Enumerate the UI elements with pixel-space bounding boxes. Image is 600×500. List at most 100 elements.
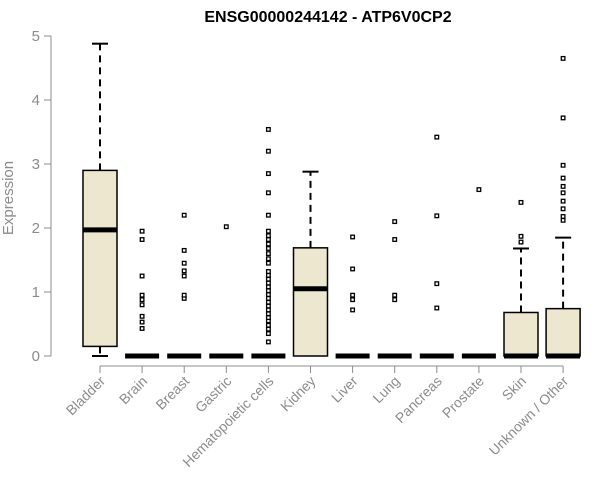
outlier-point bbox=[139, 273, 145, 279]
outlier-point bbox=[265, 322, 271, 328]
outlier-point bbox=[518, 199, 524, 205]
outlier-point bbox=[265, 284, 271, 290]
outlier-point bbox=[518, 239, 524, 245]
outlier-point bbox=[265, 326, 271, 332]
y-tick-label: 2 bbox=[32, 220, 40, 237]
outlier-point bbox=[265, 331, 271, 337]
outlier-point bbox=[139, 292, 145, 298]
outlier-point bbox=[350, 307, 356, 313]
outlier-point bbox=[560, 183, 566, 189]
y-tick-label: 0 bbox=[32, 348, 40, 365]
outlier-point bbox=[392, 219, 398, 225]
outlier-point bbox=[181, 212, 187, 218]
y-axis-label: Expression bbox=[0, 161, 17, 235]
y-axis: 0 1 2 3 4 5 bbox=[32, 28, 52, 365]
outlier-point bbox=[560, 190, 566, 196]
y-tick-label: 5 bbox=[32, 28, 40, 45]
iqr-box bbox=[503, 311, 539, 357]
box-breast bbox=[167, 212, 202, 359]
outlier-point bbox=[265, 256, 271, 262]
outlier-point bbox=[434, 281, 440, 287]
outlier-point bbox=[265, 280, 271, 286]
outlier-point bbox=[181, 260, 187, 266]
box-bladder bbox=[82, 42, 118, 357]
outlier-point bbox=[139, 297, 145, 303]
outlier-point bbox=[265, 295, 271, 301]
outlier-point bbox=[181, 273, 187, 279]
outlier-point bbox=[560, 214, 566, 219]
y-tick-label: 1 bbox=[32, 284, 40, 301]
box-skin bbox=[503, 199, 539, 359]
x-tick-label: Brain bbox=[116, 373, 150, 407]
outlier-point bbox=[265, 233, 271, 239]
outlier-point bbox=[265, 315, 271, 321]
outlier-point bbox=[265, 241, 271, 247]
box-hematopoietic-cells bbox=[251, 126, 286, 359]
outlier-point bbox=[265, 260, 271, 266]
box-lung bbox=[377, 219, 412, 359]
x-tick-label: Liver bbox=[328, 373, 361, 406]
box-gastric bbox=[209, 224, 244, 359]
outlier-point bbox=[560, 206, 566, 212]
box-liver bbox=[335, 234, 370, 359]
outlier-point bbox=[560, 175, 566, 181]
outlier-point bbox=[265, 190, 271, 196]
outlier-point bbox=[265, 311, 271, 317]
box-pancreas bbox=[419, 134, 454, 359]
outlier-point bbox=[476, 187, 482, 193]
outlier-point bbox=[265, 288, 271, 294]
x-tick-label: Prostate bbox=[439, 373, 487, 421]
outlier-point bbox=[434, 213, 440, 219]
outlier-point bbox=[139, 237, 145, 242]
iqr-box bbox=[545, 307, 581, 357]
outlier-point bbox=[560, 217, 566, 223]
outlier-point bbox=[139, 302, 145, 308]
outlier-point bbox=[265, 269, 271, 274]
x-tick-label: Pancreas bbox=[392, 373, 445, 426]
outlier-point bbox=[350, 234, 356, 240]
outlier-point bbox=[265, 246, 271, 251]
outlier-point bbox=[181, 268, 187, 274]
outlier-point bbox=[560, 162, 566, 168]
iqr-box bbox=[82, 169, 118, 348]
outlier-point bbox=[265, 339, 271, 345]
outlier-point bbox=[265, 126, 271, 132]
x-tick-label: Kidney bbox=[277, 373, 319, 415]
outlier-point bbox=[181, 247, 187, 253]
boxes-group bbox=[82, 42, 581, 359]
box-brain bbox=[125, 228, 160, 359]
outlier-point bbox=[139, 228, 145, 234]
outlier-point bbox=[392, 237, 398, 242]
outlier-point bbox=[560, 198, 566, 204]
box-prostate bbox=[461, 187, 496, 359]
outlier-point bbox=[265, 148, 271, 154]
outlier-point bbox=[350, 297, 356, 303]
outlier-point bbox=[434, 134, 440, 140]
outlier-point bbox=[139, 326, 145, 331]
x-tick-label: Lung bbox=[369, 373, 402, 406]
outlier-point bbox=[518, 233, 524, 239]
outlier-point bbox=[223, 224, 229, 230]
outlier-point bbox=[265, 171, 271, 177]
outlier-point bbox=[434, 305, 440, 311]
outlier-point bbox=[265, 272, 271, 278]
x-tick-label: Unknown / Other bbox=[486, 373, 572, 459]
y-tick-label: 4 bbox=[32, 92, 40, 109]
outlier-point bbox=[265, 212, 271, 218]
outlier-point bbox=[265, 303, 271, 309]
outlier-point bbox=[392, 297, 398, 303]
outlier-point bbox=[265, 251, 271, 257]
outlier-point bbox=[265, 276, 271, 282]
outlier-point bbox=[139, 319, 145, 325]
outlier-point bbox=[265, 292, 271, 298]
x-tick-label: Skin bbox=[499, 373, 530, 404]
outlier-point bbox=[392, 292, 398, 298]
outlier-point bbox=[265, 237, 271, 242]
iqr-box bbox=[292, 247, 329, 357]
outlier-point bbox=[181, 292, 187, 298]
outlier-point bbox=[265, 307, 271, 313]
y-tick-label: 3 bbox=[32, 156, 40, 173]
outlier-point bbox=[265, 228, 271, 234]
